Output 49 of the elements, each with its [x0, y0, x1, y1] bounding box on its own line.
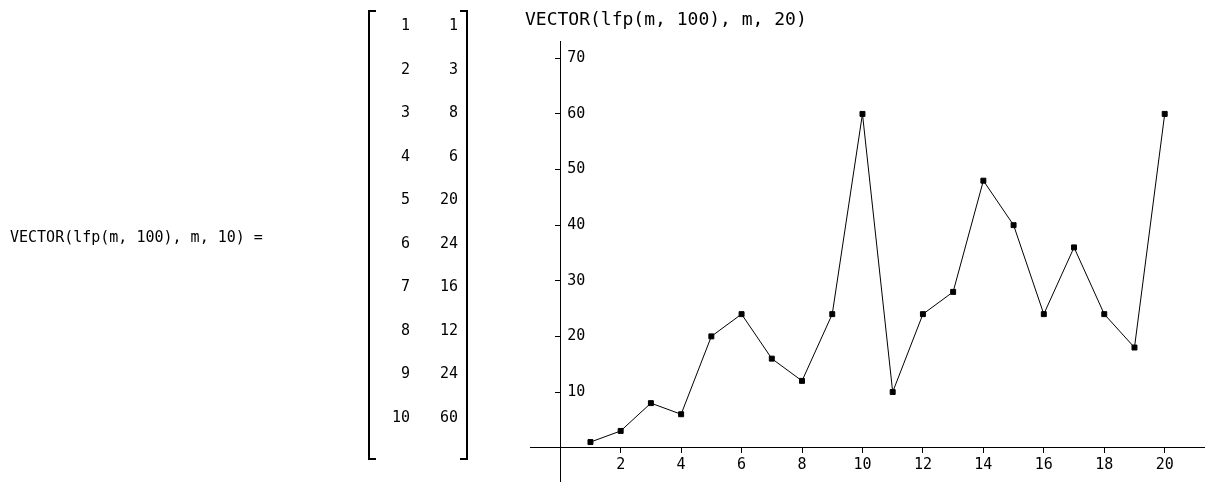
text: VECTOR(lfp(m, 100), m, 10) =: [10, 228, 263, 246]
point: [1040, 311, 1047, 318]
text: 10 60: [391, 407, 458, 426]
x-tick-label: 6: [737, 454, 747, 473]
point: [587, 439, 594, 446]
x-tick-label: 18: [1095, 454, 1114, 473]
point: [1101, 311, 1108, 318]
point: [617, 427, 624, 434]
x-tick-label: 10: [853, 454, 872, 473]
y-tick-label: 60: [567, 103, 586, 122]
x-tick-label: 4: [676, 454, 686, 473]
text: 1 1: [400, 16, 458, 34]
x-tick-label: 16: [1034, 454, 1053, 473]
point: [708, 333, 715, 340]
point: [1010, 222, 1017, 229]
text: 3 8: [400, 103, 458, 121]
y-tick-label: 70: [567, 48, 586, 67]
chart-title: VECTOR(lfp(m, 100), m, 20): [525, 8, 807, 30]
x-tick-label: 12: [913, 454, 932, 473]
x-tick-label: 14: [974, 454, 993, 473]
text: 4 6: [400, 146, 458, 165]
point: [647, 400, 654, 407]
point: [980, 177, 987, 184]
y-tick-label: 30: [567, 270, 586, 289]
point: [950, 288, 957, 295]
point: [1161, 110, 1168, 117]
point: [1071, 244, 1078, 251]
text: 5 20: [400, 190, 458, 208]
point: [889, 389, 896, 395]
text: 8 12: [400, 320, 458, 339]
text: 6 24: [400, 233, 458, 252]
point: [1131, 344, 1138, 351]
x-tick-label: 20: [1155, 454, 1174, 473]
point: [678, 411, 685, 418]
point: [768, 355, 775, 362]
text: 9 24: [400, 364, 458, 382]
x-tick-label: 8: [797, 454, 807, 473]
y-tick-label: 20: [567, 326, 586, 345]
point: [799, 377, 805, 384]
y-tick-label: 50: [567, 159, 586, 178]
text: 2 3: [400, 59, 458, 78]
y-tick-label: 40: [567, 215, 586, 234]
point: [738, 311, 745, 318]
x-tick-label: 2: [616, 454, 626, 473]
y-tick-label: 10: [567, 381, 586, 400]
point: [829, 311, 836, 318]
text: 7 16: [400, 277, 458, 295]
point: [859, 110, 866, 117]
point: [919, 311, 926, 318]
